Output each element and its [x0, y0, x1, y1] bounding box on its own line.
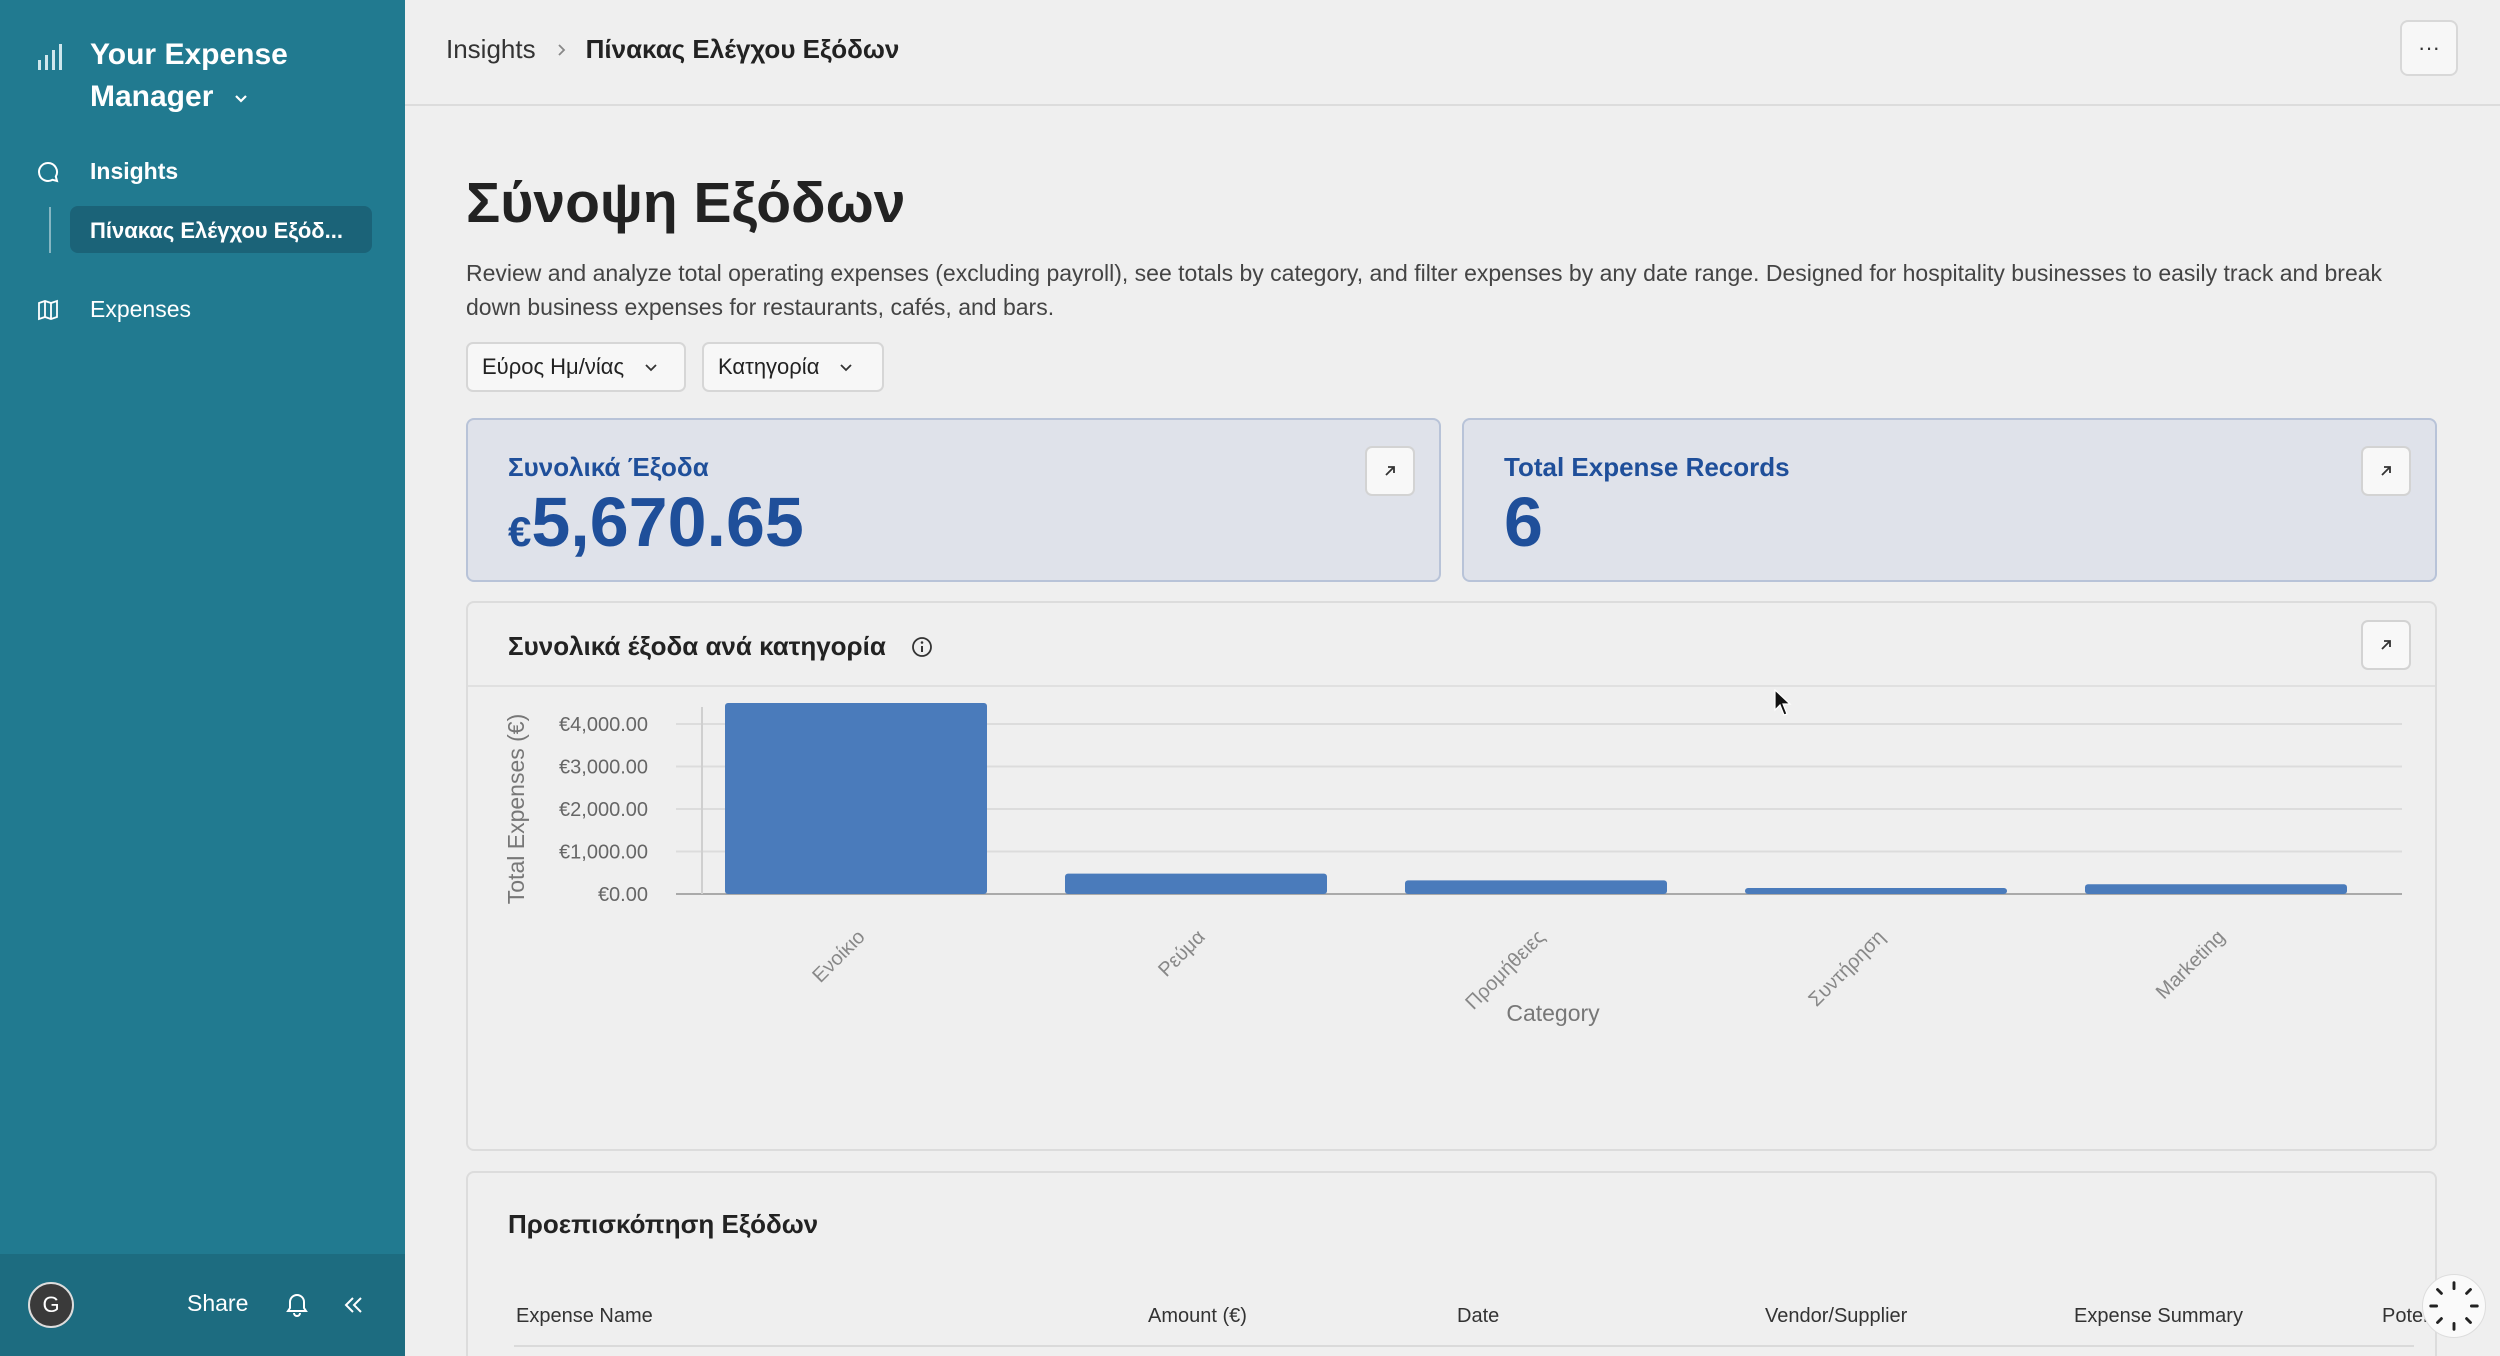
x-tick-label: Marketing — [2152, 926, 2230, 1004]
y-tick-label: €4,000.00 — [559, 714, 648, 736]
arrow-up-right-icon — [2381, 640, 2391, 650]
nav-tree-line — [49, 207, 51, 253]
kpi-number: 6 — [1504, 483, 1543, 561]
loading-spinner-icon — [2422, 1274, 2486, 1338]
bar-1 — [1065, 873, 1327, 894]
column-header[interactable]: Vendor/Supplier — [1765, 1305, 1908, 1327]
ellipsis-icon: ··· — [2418, 35, 2440, 60]
nav-subitem-dashboard[interactable]: Πίνακας Ελέγχου Εξόδ... — [70, 206, 372, 253]
breadcrumb-root[interactable]: Insights — [446, 34, 536, 64]
signal-bars-icon — [38, 44, 62, 70]
y-tick-label: €1,000.00 — [559, 842, 648, 864]
expand-button[interactable] — [2361, 446, 2411, 496]
column-header[interactable]: Amount (€) — [1148, 1305, 1247, 1327]
info-icon[interactable] — [910, 635, 934, 659]
category-filter[interactable]: Κατηγορία — [702, 342, 884, 392]
y-tick-label: €2,000.00 — [559, 799, 648, 821]
y-tick-label: €3,000.00 — [559, 757, 648, 779]
arrow-up-right-icon — [1385, 466, 1395, 476]
nav-item-expenses[interactable]: Expenses — [36, 296, 191, 323]
filter-label: Κατηγορία — [718, 354, 820, 379]
app-name: Your Expense Manager — [90, 38, 288, 113]
kpi-card-record-count: Total Expense Records 6 — [1462, 418, 2437, 582]
chevron-down-icon — [840, 364, 853, 372]
chat-bubble-icon — [38, 161, 59, 182]
chart-card-header: Συνολικά έξοδα ανά κατηγορία — [468, 603, 2435, 687]
column-header[interactable]: Date — [1457, 1305, 1500, 1327]
chevron-right-icon — [557, 43, 565, 56]
expenses-preview-card: Προεπισκόπηση Εξόδων Expense Name Amount… — [466, 1171, 2437, 1356]
nav-label: Insights — [90, 158, 179, 184]
chart-card: Συνολικά έξοδα ανά κατηγορία €0.00 €1,000… — [466, 601, 2437, 1151]
x-tick-label: Ρεύμα — [1154, 926, 1209, 981]
kpi-card-total-expenses: Συνολικά Έξοδα €5,670.65 — [466, 418, 1441, 582]
sidebar: Your Expense Manager Insights Πίνακας Ελ… — [0, 0, 405, 1356]
bar-4 — [2085, 884, 2347, 894]
arrow-up-right-icon — [2381, 466, 2391, 476]
page-title: Σύνοψη Εξόδων — [466, 171, 906, 235]
map-icon — [38, 299, 58, 320]
column-header[interactable]: Expense Summary — [2074, 1305, 2243, 1327]
nav-label: Expenses — [90, 296, 192, 322]
page-description: Review and analyze total operating expen… — [466, 260, 2383, 320]
expand-button[interactable] — [1365, 446, 1415, 496]
chart-title: Συνολικά έξοδα ανά κατηγορία — [508, 631, 886, 661]
kpi-value: 6 — [1504, 482, 1543, 562]
bar-2 — [1405, 880, 1667, 894]
column-header[interactable]: Poter — [2382, 1305, 2430, 1327]
x-tick-label: Συντήρηση — [1804, 926, 1889, 1011]
currency-symbol: € — [508, 508, 532, 555]
collapse-sidebar-icon[interactable] — [340, 1292, 366, 1318]
breadcrumb-current: Πίνακας Ελέγχου Εξόδων — [585, 34, 900, 64]
kpi-number: 5,670.65 — [531, 483, 804, 561]
chevron-down-icon — [234, 95, 247, 103]
top-bar: Insights Πίνακας Ελέγχου Εξόδων ··· — [405, 0, 2500, 106]
kpi-value: €5,670.65 — [508, 482, 804, 562]
sidebar-footer: G Share — [0, 1254, 405, 1356]
chevron-down-icon — [645, 364, 657, 372]
bar-3 — [1745, 888, 2007, 894]
more-options-button[interactable]: ··· — [2400, 20, 2458, 76]
table-header-divider — [514, 1345, 2414, 1347]
app-switcher[interactable]: Your Expense Manager — [36, 34, 310, 118]
bar-chart: €0.00 €1,000.00 €2,000.00 €3,000.00 €4,000.0… — [503, 703, 2402, 1026]
nav-item-insights[interactable]: Insights — [36, 158, 178, 185]
bar-0 — [725, 703, 987, 894]
date-range-filter[interactable]: Εύρος Ημ/νίας — [466, 342, 686, 392]
expand-button[interactable] — [2361, 620, 2411, 670]
column-header[interactable]: Expense Name — [516, 1305, 653, 1327]
y-axis-title: Total Expenses (€) — [503, 714, 529, 904]
y-tick-label: €0.00 — [598, 884, 648, 906]
filter-label: Εύρος Ημ/νίας — [482, 354, 625, 379]
table-title: Προεπισκόπηση Εξόδων — [508, 1209, 819, 1239]
x-tick-label: Ενοίκιο — [808, 926, 869, 987]
mouse-cursor-icon — [1774, 689, 1792, 716]
breadcrumb: Insights Πίνακας Ελέγχου Εξόδων — [446, 34, 899, 65]
kpi-label: Συνολικά Έξοδα — [508, 452, 709, 482]
kpi-label: Total Expense Records — [1504, 452, 1790, 482]
x-axis-title: Category — [1506, 1000, 1600, 1026]
avatar[interactable]: G — [28, 1282, 74, 1328]
bell-icon[interactable] — [284, 1292, 310, 1318]
share-button[interactable]: Share — [187, 1290, 249, 1316]
